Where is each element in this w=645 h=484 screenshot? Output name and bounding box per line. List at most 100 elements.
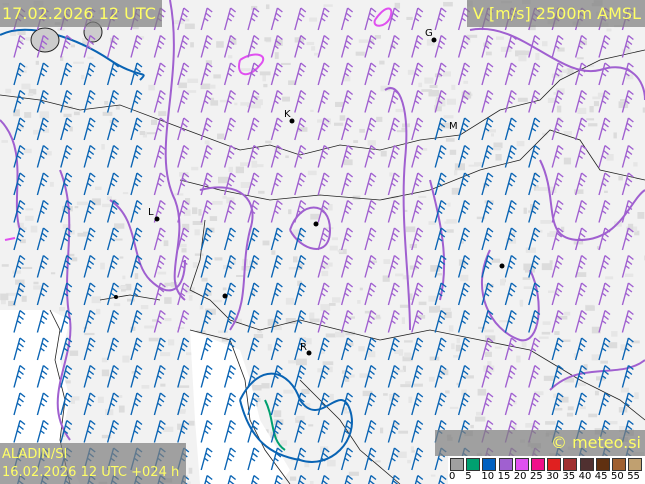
city-label: K [284, 109, 291, 120]
wind-barb [364, 337, 377, 361]
wind-barb [223, 7, 237, 31]
wind-barb [528, 337, 541, 361]
wind-barb [364, 282, 377, 306]
hatched-areas [30, 21, 103, 53]
wind-barb [130, 392, 143, 416]
wind-barb [83, 172, 96, 196]
wind-barb [36, 364, 49, 388]
wind-barb [598, 309, 611, 333]
wind-barb [317, 447, 330, 471]
wind-barb [177, 7, 190, 31]
wind-barb [317, 392, 330, 416]
wind-barb [36, 227, 49, 251]
wind-barb [247, 89, 260, 113]
wind-barb [504, 227, 517, 251]
wind-barb [13, 309, 26, 333]
wind-barb [387, 364, 400, 388]
wind-barb [411, 364, 424, 388]
wind-barb [387, 337, 400, 361]
wind-barb [364, 89, 377, 113]
wind-barb [60, 172, 73, 196]
wind-barb [270, 254, 283, 278]
city-label: L [148, 207, 154, 218]
wind-barb [317, 227, 330, 251]
wind-barb [247, 309, 260, 333]
wind-barb [294, 7, 307, 31]
wind-barb [247, 144, 260, 168]
wind-barb [481, 172, 494, 196]
wind-barb [200, 254, 213, 278]
wind-barb [340, 282, 354, 306]
wind-barb [528, 89, 541, 113]
wind-barb [364, 392, 377, 416]
wind-barb [200, 419, 213, 443]
legend-swatch [563, 458, 578, 471]
wind-barb [13, 364, 26, 388]
color-legend: 0 5 10 15 20 25 30 35 40 45 50 55 [448, 456, 645, 484]
wind-barb [247, 117, 260, 141]
wind-barb [294, 309, 307, 333]
wind-barb [106, 392, 120, 416]
wind-barb [438, 474, 447, 484]
wind-barb [294, 419, 307, 443]
wind-barb [200, 62, 213, 86]
legend-swatch [514, 458, 529, 471]
wind-barb [153, 117, 166, 141]
wind-barb [247, 447, 260, 471]
wind-barb [317, 364, 330, 388]
wind-barb [387, 7, 400, 31]
wind-barb [457, 117, 471, 141]
wind-barb [223, 117, 237, 141]
wind-barb [227, 474, 237, 484]
wind-barb [574, 364, 588, 388]
wind-barb [528, 199, 541, 223]
wind-barb [411, 392, 424, 416]
wind-barb [574, 392, 588, 416]
wind-barb [223, 199, 237, 223]
wind-barb [294, 199, 307, 223]
wind-barb [317, 337, 330, 361]
field-label: V [m/s] 2500m AMSL [466, 0, 645, 27]
wind-barb [481, 309, 494, 333]
legend-label: 25 [530, 471, 543, 482]
wind-barb [200, 392, 213, 416]
wind-barb [83, 34, 96, 58]
wind-barb [247, 254, 260, 278]
wind-barb [411, 117, 424, 141]
wind-barb [36, 419, 49, 443]
wind-barb [200, 89, 213, 113]
wind-barb [36, 337, 49, 361]
wind-barb [434, 337, 447, 361]
wind-barb [504, 364, 517, 388]
wind-barb [340, 364, 354, 388]
wind-barb [411, 34, 424, 58]
wind-barb [247, 282, 260, 306]
wind-barb [247, 7, 260, 31]
wind-barb [414, 474, 424, 484]
run-time: 16.02.2026 12 UTC +024 h [2, 465, 180, 480]
wind-barb [270, 89, 283, 113]
wind-barb [130, 254, 143, 278]
wind-barb [481, 34, 494, 58]
wind-barb [13, 227, 26, 251]
wind-barb [36, 62, 49, 86]
wind-barb [387, 254, 400, 278]
wind-barb [60, 392, 73, 416]
legend-label: 35 [562, 471, 576, 482]
wind-barb [177, 364, 190, 388]
wind-barb [223, 447, 237, 471]
wind-barb [83, 227, 96, 251]
wind-barb [200, 172, 213, 196]
wind-barb [153, 172, 166, 196]
wind-barb [457, 172, 471, 196]
wind-barb [130, 62, 143, 86]
wind-barb [551, 62, 564, 86]
wind-barb [36, 309, 49, 333]
wind-barb [200, 144, 213, 168]
wind-barb [177, 117, 190, 141]
legend-swatch [547, 458, 562, 471]
wind-barb [83, 337, 96, 361]
wind-barb [13, 337, 26, 361]
